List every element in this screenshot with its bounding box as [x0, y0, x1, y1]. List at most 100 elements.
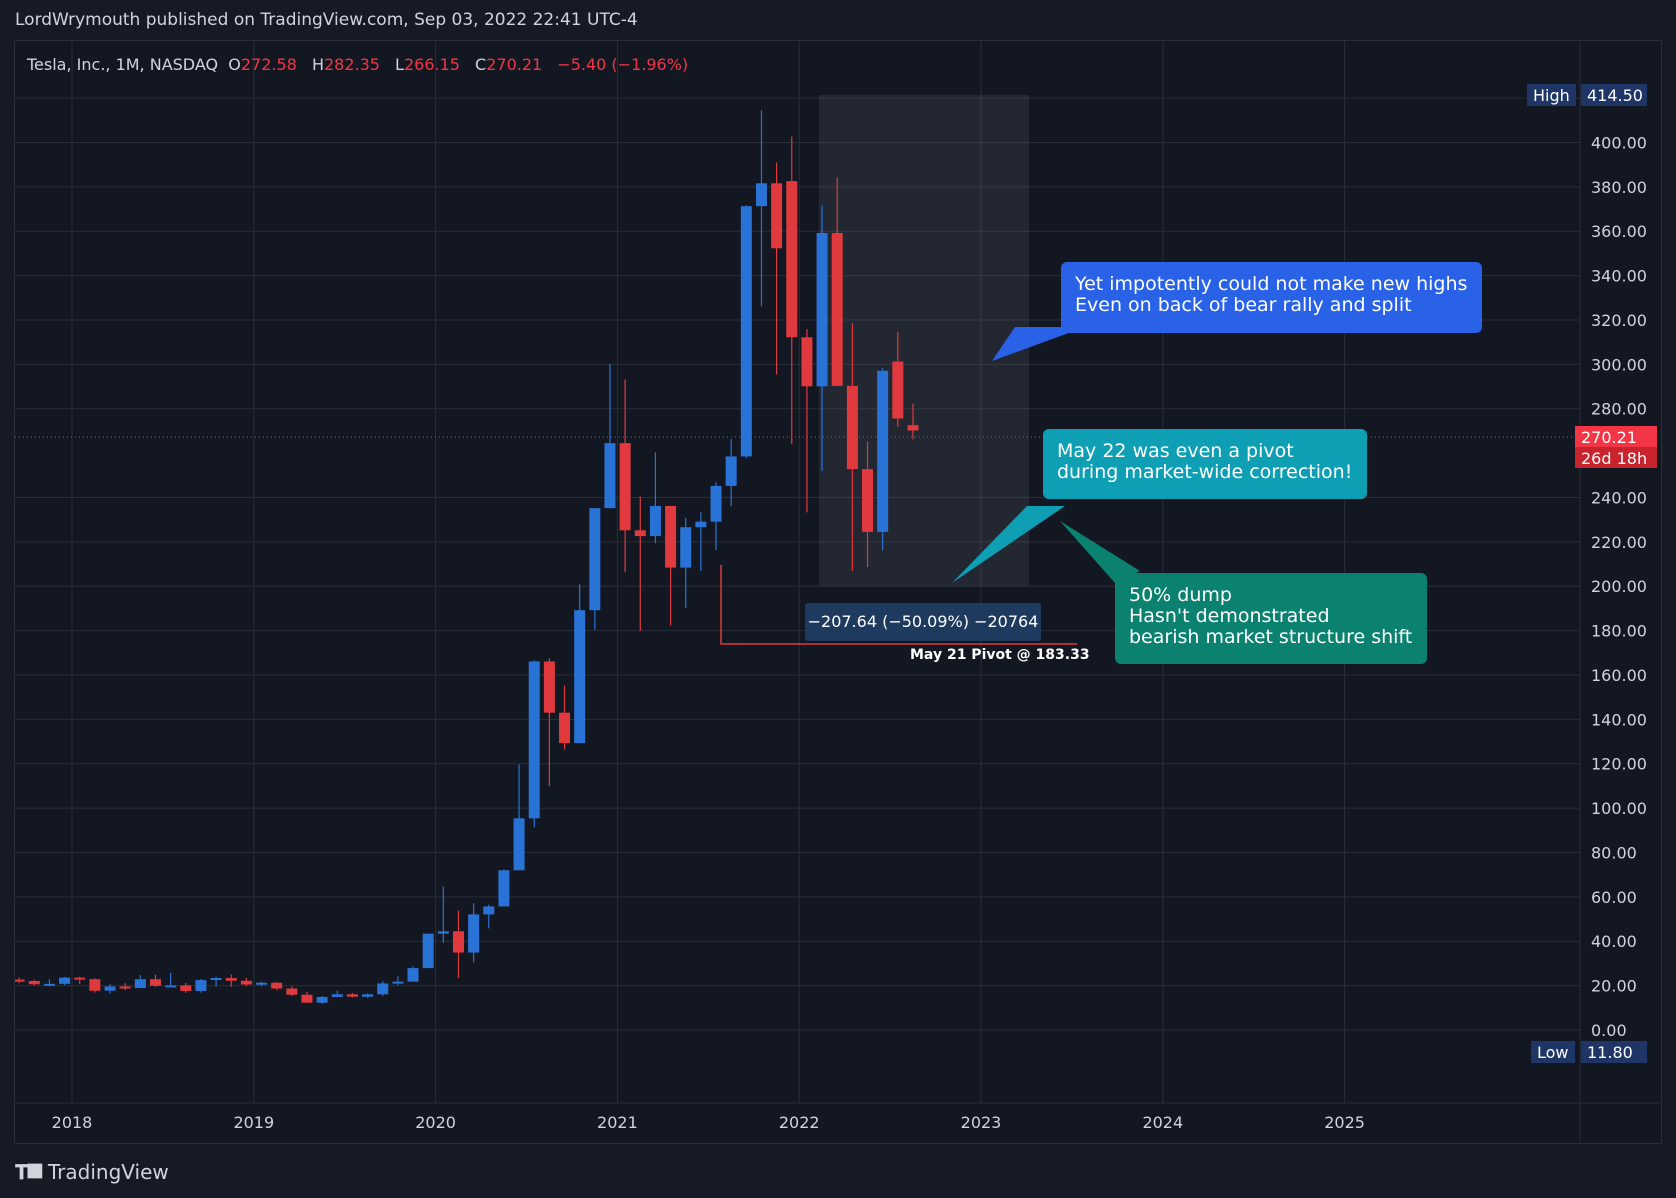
candle[interactable]: [407, 966, 419, 982]
price-tick-label: 300.00: [1591, 355, 1647, 374]
price-tick-label: 100.00: [1591, 799, 1647, 818]
candle-body: [210, 978, 222, 981]
highlight-range-box[interactable]: [819, 95, 1029, 586]
candle[interactable]: [15, 977, 25, 984]
publisher-header: LordWrymouth published on TradingView.co…: [15, 10, 638, 30]
candle-body: [892, 361, 904, 419]
candle[interactable]: [665, 505, 677, 626]
candle[interactable]: [589, 508, 601, 630]
measure-label[interactable]: −207.64 (−50.09%) −20764: [805, 603, 1041, 641]
candle[interactable]: [256, 981, 268, 987]
candle[interactable]: [119, 983, 131, 991]
candle-body: [846, 385, 858, 470]
candle[interactable]: [862, 441, 874, 567]
candle[interactable]: [801, 329, 813, 513]
callout-blue[interactable]: Yet impotently could not make new highs …: [1061, 262, 1482, 333]
candle[interactable]: [468, 903, 480, 963]
tradingview-brand: TradingView: [47, 1160, 169, 1184]
candle[interactable]: [149, 974, 161, 987]
candle-body: [604, 443, 616, 509]
candle-body: [816, 233, 828, 387]
time-tick-label: 2018: [52, 1113, 93, 1132]
candle[interactable]: [619, 379, 631, 573]
close-label: C: [475, 55, 487, 74]
candle[interactable]: [680, 517, 692, 608]
candle[interactable]: [543, 658, 555, 787]
tradingview-logo[interactable]: 𝐓⯀ TradingView: [15, 1160, 169, 1184]
candles[interactable]: [15, 110, 919, 1004]
candle[interactable]: [771, 162, 783, 375]
time-axis[interactable]: 2018 2019 2020 2021 2022 2023 2024 2025: [52, 1113, 1365, 1132]
candle[interactable]: [28, 979, 40, 986]
candle[interactable]: [134, 974, 146, 989]
candle[interactable]: [180, 982, 192, 993]
candle[interactable]: [89, 978, 101, 993]
candle[interactable]: [559, 685, 571, 750]
candle[interactable]: [846, 323, 858, 571]
candle[interactable]: [165, 972, 177, 988]
chart-pane[interactable]: 420.00400.00380.00360.00340.00320.00300.…: [14, 40, 1662, 1144]
candle[interactable]: [755, 110, 767, 307]
candle-body: [195, 980, 207, 991]
candle[interactable]: [301, 991, 313, 1003]
candle[interactable]: [786, 136, 798, 445]
candle[interactable]: [710, 482, 722, 551]
low-badge-label: Low: [1531, 1041, 1575, 1063]
candle[interactable]: [892, 331, 904, 427]
candle[interactable]: [331, 990, 343, 998]
candle[interactable]: [377, 981, 389, 997]
candle[interactable]: [877, 368, 889, 551]
candle[interactable]: [316, 996, 328, 1004]
candle[interactable]: [452, 910, 464, 979]
candle[interactable]: [574, 584, 586, 744]
candle[interactable]: [346, 992, 358, 998]
candle[interactable]: [437, 886, 449, 943]
candle[interactable]: [362, 993, 374, 998]
candle[interactable]: [104, 984, 116, 994]
candle[interactable]: [422, 933, 434, 969]
candle[interactable]: [210, 976, 222, 987]
candle[interactable]: [649, 452, 661, 544]
price-tick-label: 360.00: [1591, 222, 1647, 241]
candle[interactable]: [907, 403, 919, 440]
candle[interactable]: [74, 976, 86, 985]
symbol-legend: Tesla, Inc., 1M, NASDAQ O272.58 H282.35 …: [27, 55, 688, 74]
candle[interactable]: [695, 512, 707, 571]
candle[interactable]: [831, 177, 843, 387]
candle[interactable]: [392, 976, 404, 986]
candle-body: [331, 994, 343, 997]
candle[interactable]: [604, 364, 616, 509]
candle[interactable]: [725, 439, 737, 507]
callout-green[interactable]: 50% dump Hasn't demonstrated bearish mar…: [1115, 573, 1427, 664]
candle[interactable]: [286, 986, 298, 997]
candle[interactable]: [634, 496, 646, 632]
candle[interactable]: [740, 205, 752, 459]
high-value: 282.35: [323, 55, 380, 74]
open-label: O: [228, 55, 241, 74]
candle[interactable]: [195, 978, 207, 993]
candle[interactable]: [240, 977, 252, 987]
candle-body: [256, 982, 268, 985]
pivot-line[interactable]: [720, 565, 1077, 645]
candle[interactable]: [43, 979, 55, 987]
callout-cyan[interactable]: May 22 was even a pivot during market-wi…: [1043, 429, 1367, 499]
candle[interactable]: [271, 982, 283, 991]
callout-green-line1: 50% dump: [1129, 584, 1232, 606]
price-tick-label: 20.00: [1591, 977, 1637, 996]
candle[interactable]: [59, 976, 71, 986]
candle[interactable]: [483, 904, 495, 929]
blue-callout-pointer: [992, 327, 1085, 361]
candle[interactable]: [816, 205, 828, 471]
callout-green-line2: Hasn't demonstrated: [1129, 605, 1330, 627]
candle-body: [362, 994, 374, 997]
candle[interactable]: [528, 660, 540, 828]
pivot-label[interactable]: May 21 Pivot @ 183.33: [910, 647, 1090, 663]
candle[interactable]: [225, 974, 237, 987]
candle[interactable]: [498, 869, 510, 907]
candle-body: [740, 206, 752, 457]
price-axis[interactable]: 420.00400.00380.00360.00340.00320.00300.…: [1591, 89, 1647, 1040]
candle[interactable]: [513, 764, 525, 871]
candle-body: [528, 661, 540, 819]
price-tick-label: 320.00: [1591, 311, 1647, 330]
callout-cyan-line1: May 22 was even a pivot: [1057, 440, 1294, 462]
